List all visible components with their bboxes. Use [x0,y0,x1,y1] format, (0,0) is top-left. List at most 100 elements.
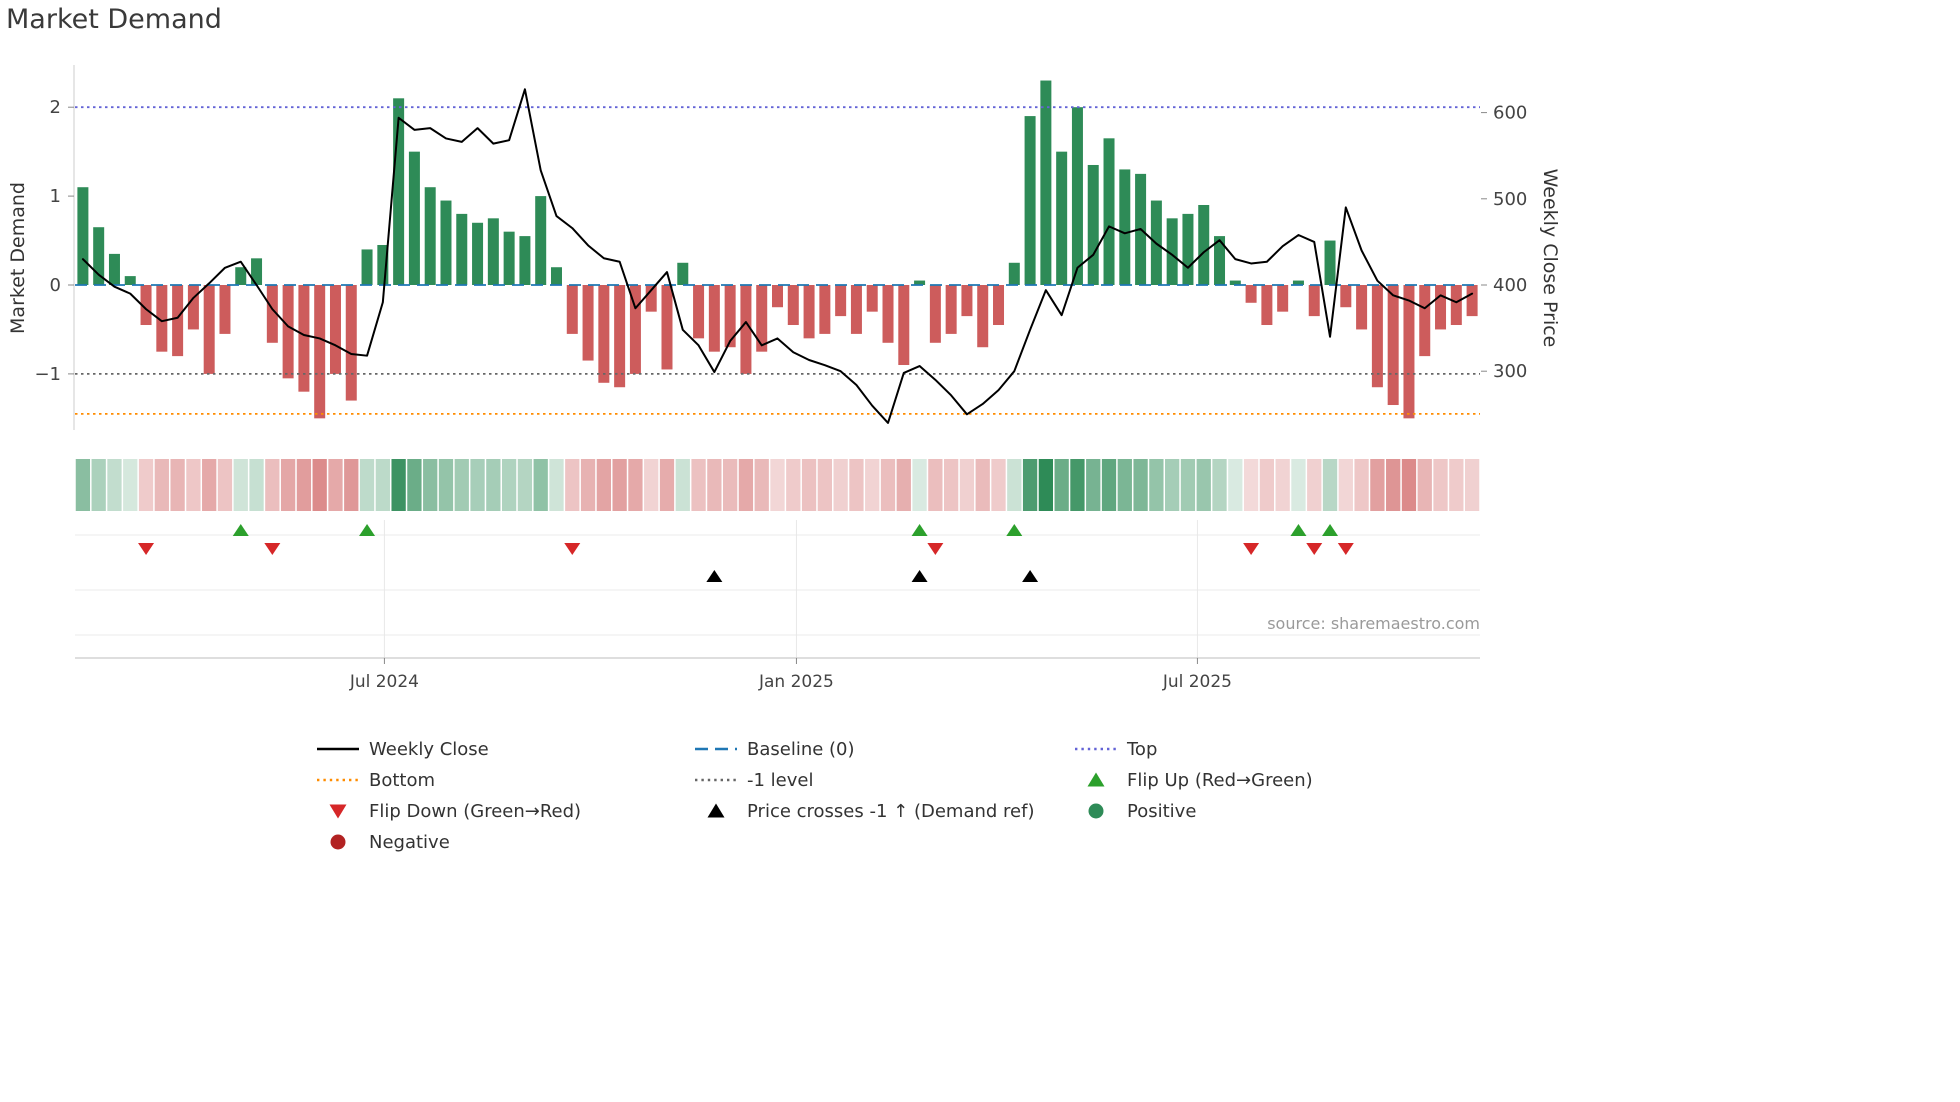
heatmap-cell [138,459,154,511]
demand-bar-positive [1119,169,1131,285]
demand-bar-negative [156,285,168,352]
legend-glyph [1087,772,1105,787]
legend-swatch-baseline-icon [695,747,737,751]
demand-bar-negative [645,285,657,312]
demand-bar-negative [1371,285,1383,388]
demand-bar-positive [1087,164,1099,285]
heatmap-cell [1022,459,1038,511]
demand-bar-positive [1214,236,1226,285]
demand-bar-negative [203,285,215,374]
demand-bar-positive [1324,240,1336,285]
legend-item-bottom: Bottom [315,768,435,792]
legend-label-baseline: Baseline (0) [747,738,855,760]
demand-bar-positive [503,231,515,285]
demand-bar-negative [298,285,310,392]
legend-label-bottom: Bottom [369,769,436,791]
demand-bar-negative [1435,285,1447,330]
heatmap-cell [1401,459,1417,511]
demand-bar-negative [993,285,1005,326]
demand-bar-positive [677,262,689,285]
demand-bar-positive [519,236,531,285]
demand-bar-positive [456,213,468,285]
heatmap-cell [1275,459,1290,511]
legend-glyph [1088,803,1104,819]
demand-bar-negative [850,285,862,334]
heatmap-cell [1007,459,1022,511]
heatmap-cell [1054,459,1069,511]
heatmap-cell [217,459,233,511]
heatmap-cell [944,459,959,511]
heatmap-cell [580,459,596,511]
heatmap-cell [75,459,91,511]
heatmap-cell [1370,459,1385,511]
legend-label-negative: Negative [369,831,450,853]
flip-up-marker-icon [1322,524,1339,536]
price-cross-marker-icon [706,570,723,582]
heatmap-cell [154,459,169,511]
heatmap-cell [565,459,580,511]
x-tick-label: Jul 2025 [1162,672,1232,692]
heatmap-cell [344,459,359,511]
legend-item-positive: Positive [1073,799,1196,823]
demand-bar-negative [961,285,973,317]
heatmap-cell [722,459,738,511]
heatmap-cell [501,459,517,511]
demand-bar-negative [187,285,199,330]
heatmap-cell [1322,459,1338,511]
legend-glyph [707,803,725,818]
heatmap-cell [1307,459,1322,511]
heatmap-cell [91,459,106,511]
heatmap-cell [1070,459,1085,511]
heatmap-cell [612,459,627,511]
heatmap-cell [959,459,975,511]
heatmap-cell [1228,459,1243,511]
demand-bar-negative [266,285,278,343]
heatmap-cell [1212,459,1227,511]
legend-label-price-crosses: Price crosses -1 ↑ (Demand ref) [747,800,1035,822]
heatmap-cell [707,459,722,511]
demand-bar-negative [1356,285,1368,330]
demand-bar-negative [345,285,357,401]
legend-swatch-positive-icon [1088,803,1104,819]
heatmap-cell [817,459,833,511]
heatmap-cell [1165,459,1180,511]
heatmap-cell [517,459,533,511]
heatmap-cell [1101,459,1117,511]
heatmap-cell [975,459,990,511]
heatmap-cell [912,459,927,511]
heatmap-cell [833,459,848,511]
demand-bar-negative [582,285,594,361]
demand-bar-negative [566,285,578,334]
legend-swatch-bottom-icon [317,778,359,782]
heatmap-cell [1449,459,1464,511]
demand-bar-negative [1419,285,1431,357]
market-demand-chart: 2 1 0 −1 600 500 400 300 Jul 2024 Jan 2025 Jul 202… [34,65,1527,692]
demand-bar-negative [1277,285,1289,312]
heatmap-cell [1433,459,1448,511]
demand-bar-positive [1103,138,1115,285]
demand-bar-positive [393,98,405,285]
demand-bar-positive [914,280,926,285]
heatmap-cell [407,459,422,511]
demand-bar-positive [235,267,247,285]
demand-bar-positive [550,267,562,285]
heatmap-cell [880,459,896,511]
flip-up-marker-icon [911,524,928,536]
demand-bar-negative [708,285,720,352]
demand-bar-positive [440,200,452,285]
demand-bar-negative [282,285,294,379]
heatmap-cell [928,459,943,511]
flip-down-marker-icon [564,543,581,555]
demand-bar-positive [1166,218,1178,285]
demand-bar-negative [866,285,878,312]
heatmap-cell [691,459,706,511]
heatmap-cell [1149,459,1164,511]
heatmap-cell [849,459,864,511]
legend-swatch-top-icon [1075,747,1117,751]
demand-bar-positive [408,151,420,285]
demand-bar-negative [172,285,184,357]
demand-bar-positive [77,187,89,285]
demand-bar-positive [1008,262,1020,285]
demand-bar-negative [835,285,847,317]
heatmap-cell [1180,459,1196,511]
